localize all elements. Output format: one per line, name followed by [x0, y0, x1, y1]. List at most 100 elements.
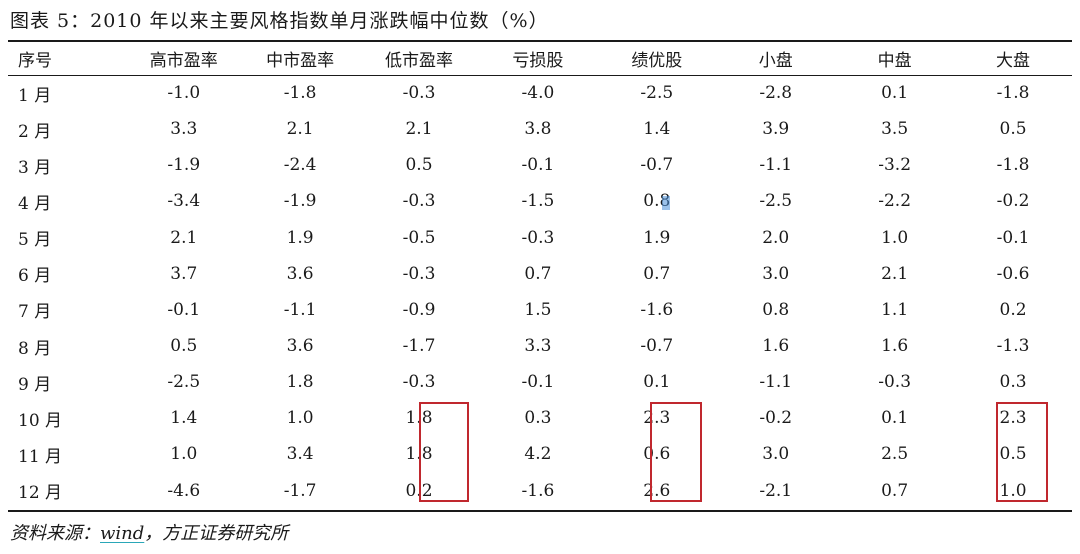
value-cell: 0.2 [405, 480, 433, 501]
source-prefix: 资料来源： [10, 523, 100, 544]
header-cell: 中盘 [877, 51, 912, 71]
value-cell: -0.1 [521, 155, 555, 176]
value-cell: 3.0 [762, 263, 790, 284]
value-cell: 0.1 [881, 83, 909, 104]
value-cell: -2.4 [283, 155, 317, 176]
value-cell: 0.7 [881, 480, 909, 501]
value-cell: 0.8 [762, 299, 790, 320]
header-cell: 低市盈率 [385, 51, 453, 71]
value-cell: 2.1 [286, 119, 314, 140]
value-cell: -2.1 [759, 480, 793, 501]
value-cell: -0.9 [402, 299, 436, 320]
value-cell: -2.5 [640, 83, 674, 104]
value-cell: -1.8 [996, 83, 1030, 104]
value-cell: 3.6 [286, 263, 314, 284]
value-cell: -1.6 [640, 299, 674, 320]
row-label-cell: 6 月 [18, 266, 52, 287]
value-cell: 1.8 [405, 408, 433, 429]
header-cell: 绩优股 [631, 51, 683, 71]
value-cell: 1.6 [881, 336, 909, 357]
row-label-cell: 12 月 [18, 483, 63, 504]
value-cell: -1.7 [402, 336, 436, 357]
source-link-wind[interactable]: wind [100, 523, 145, 544]
data-table: 序号 高市盈率 中市盈率 低市盈率 亏损股 绩优股 小盘 中盘 大盘 1 月 -1… [8, 42, 1072, 509]
value-cell: -0.2 [996, 191, 1030, 212]
value-cell: -0.3 [402, 83, 436, 104]
table-row: 2 月 3.3 2.1 2.1 3.8 1.4 3.9 3.5 0.5 [8, 111, 1072, 147]
value-cell: -0.3 [402, 191, 436, 212]
value-cell: -1.9 [283, 191, 317, 212]
row-label-cell: 8 月 [18, 338, 52, 359]
value-cell: 1.0 [999, 480, 1027, 501]
source-suffix: ，方正证券研究所 [144, 523, 289, 544]
table-row: 8 月 0.5 3.6 -1.7 3.3 -0.7 1.6 1.6 -1.3 [8, 328, 1072, 364]
value-cell: 3.6 [286, 336, 314, 357]
source-note: 资料来源：wind，方正证券研究所 [10, 519, 288, 545]
value-cell: 0.7 [643, 263, 671, 284]
value-cell: 3.4 [286, 444, 314, 465]
value-cell: -0.3 [402, 372, 436, 393]
header-cell: 亏损股 [512, 51, 564, 71]
value-cell: 0.8 [643, 191, 671, 212]
value-cell: -1.1 [283, 299, 317, 320]
value-cell: 2.1 [405, 119, 433, 140]
value-cell: 0.2 [999, 299, 1027, 320]
value-cell: -1.5 [521, 191, 555, 212]
value-cell: 1.0 [170, 444, 198, 465]
value-cell: 0.5 [405, 155, 433, 176]
value-cell: 0.5 [170, 336, 198, 357]
value-cell: 2.3 [999, 408, 1027, 429]
value-cell: -2.2 [878, 191, 912, 212]
value-cell: 3.3 [524, 336, 552, 357]
value-cell: 2.0 [762, 227, 790, 248]
row-label-cell: 2 月 [18, 121, 52, 142]
value-cell: 1.8 [405, 444, 433, 465]
value-cell: -1.9 [167, 155, 201, 176]
value-cell: -0.5 [402, 227, 436, 248]
header-cell: 序号 [18, 51, 52, 71]
value-cell: -3.4 [167, 191, 201, 212]
value-cell: -0.3 [521, 227, 555, 248]
value-cell: 0.5 [999, 119, 1027, 140]
highlight-box-large-cap [996, 402, 1048, 502]
top-rule [8, 40, 1072, 42]
header-cell: 小盘 [758, 51, 793, 71]
table-row: 10 月 1.4 1.0 1.8 0.3 2.3 -0.2 0.1 2.3 [8, 400, 1072, 436]
table-row: 3 月 -1.9 -2.4 0.5 -0.1 -0.7 -1.1 -3.2 -1.8 [8, 147, 1072, 183]
value-cell: -1.7 [283, 480, 317, 501]
bottom-rule [8, 510, 1072, 512]
value-cell: 3.7 [170, 263, 198, 284]
highlight-box-low-pe [419, 402, 469, 502]
value-cell: -0.1 [167, 299, 201, 320]
value-cell: 1.1 [881, 299, 909, 320]
value-cell: 3.0 [762, 444, 790, 465]
table-row: 6 月 3.7 3.6 -0.3 0.7 0.7 3.0 2.1 -0.6 [8, 256, 1072, 292]
header-cell: 中市盈率 [266, 51, 335, 71]
value-cell: -1.3 [996, 336, 1030, 357]
value-cell: -1.8 [283, 83, 317, 104]
value-cell: -1.1 [759, 372, 793, 393]
value-cell: 1.8 [286, 372, 314, 393]
value-cell: -0.7 [640, 155, 674, 176]
value-cell: 1.6 [762, 336, 790, 357]
value-cell: -0.2 [759, 408, 793, 429]
value-cell: -0.7 [640, 336, 674, 357]
value-cell: 1.9 [286, 227, 314, 248]
value-cell: 0.5 [999, 444, 1027, 465]
table-row: 7 月 -0.1 -1.1 -0.9 1.5 -1.6 0.8 1.1 0.2 [8, 292, 1072, 328]
value-cell: 2.5 [881, 444, 909, 465]
row-label-cell: 7 月 [18, 302, 52, 323]
value-cell: -4.6 [167, 480, 201, 501]
value-cell: -4.0 [521, 83, 555, 104]
row-label-cell: 3 月 [18, 157, 52, 178]
value-cell: 1.9 [643, 227, 671, 248]
value-cell: -0.3 [402, 263, 436, 284]
table-row: 12 月 -4.6 -1.7 0.2 -1.6 2.6 -2.1 0.7 1.0 [8, 473, 1072, 509]
value-cell: 0.7 [524, 263, 552, 284]
row-label-cell: 4 月 [18, 193, 52, 214]
header-cell: 大盘 [996, 51, 1031, 71]
table-row: 9 月 -2.5 1.8 -0.3 -0.1 0.1 -1.1 -0.3 0.3 [8, 364, 1072, 400]
table-row: 5 月 2.1 1.9 -0.5 -0.3 1.9 2.0 1.0 -0.1 [8, 220, 1072, 256]
value-cell: -0.3 [878, 372, 912, 393]
value-cell: 3.3 [170, 119, 198, 140]
